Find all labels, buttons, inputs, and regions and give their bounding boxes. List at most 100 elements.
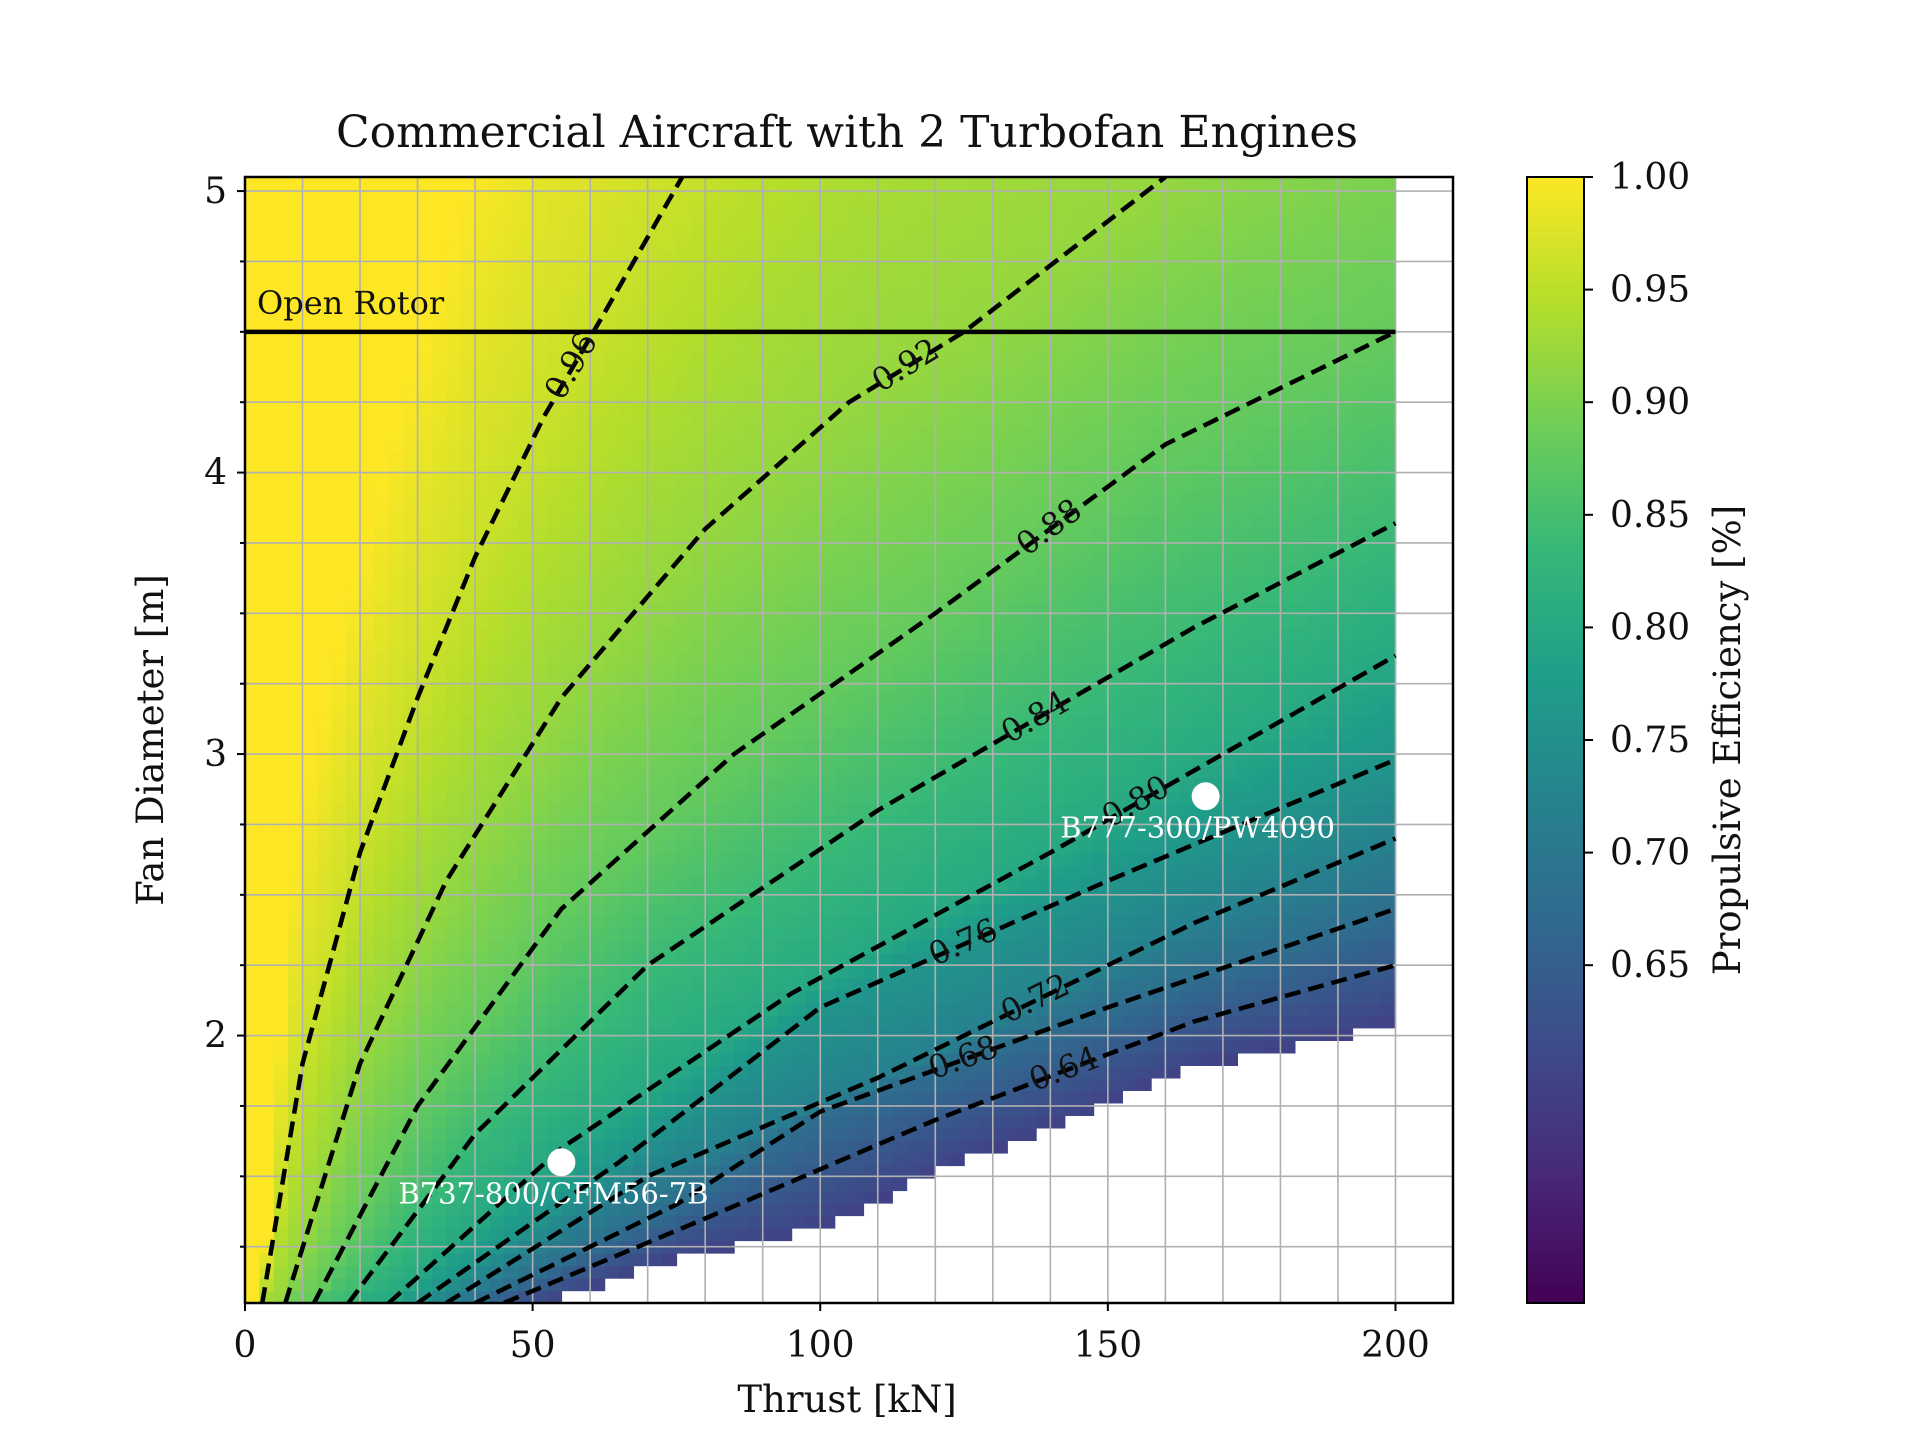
- heatmap-cell: [316, 1052, 332, 1066]
- heatmap-cell: [906, 364, 922, 378]
- heatmap-cell: [561, 1065, 577, 1079]
- heatmap-cell: [417, 715, 433, 729]
- heatmap-cell: [877, 990, 893, 1004]
- heatmap-cell: [618, 940, 634, 954]
- heatmap-cell: [302, 802, 318, 816]
- heatmap-cell: [561, 489, 577, 503]
- heatmap-cell: [834, 877, 850, 891]
- heatmap-cell: [417, 752, 433, 766]
- heatmap-cell: [302, 239, 318, 253]
- heatmap-cell: [1007, 514, 1023, 528]
- heatmap-cell: [892, 202, 908, 216]
- heatmap-cell: [475, 1052, 491, 1066]
- heatmap-cell: [259, 377, 275, 391]
- heatmap-cell: [288, 1015, 304, 1029]
- heatmap-cell: [676, 264, 692, 278]
- heatmap-cell: [604, 940, 620, 954]
- heatmap-cell: [575, 314, 591, 328]
- heatmap-cell: [906, 302, 922, 316]
- heatmap-cell: [345, 652, 361, 666]
- heatmap-cell: [935, 189, 951, 203]
- heatmap-cell: [805, 790, 821, 804]
- heatmap-cell: [949, 1090, 965, 1104]
- heatmap-cell: [561, 627, 577, 641]
- heatmap-cell: [489, 740, 505, 754]
- heatmap-cell: [331, 1140, 347, 1154]
- heatmap-cell: [920, 502, 936, 516]
- heatmap-cell: [547, 940, 563, 954]
- heatmap-cell: [906, 427, 922, 441]
- heatmap-cell: [316, 464, 332, 478]
- heatmap-cell: [561, 639, 577, 654]
- heatmap-cell: [273, 940, 289, 954]
- heatmap-cell: [590, 740, 606, 754]
- heatmap-cell: [403, 877, 419, 891]
- heatmap-cell: [820, 877, 836, 891]
- heatmap-cell: [1021, 502, 1037, 516]
- heatmap-cell: [547, 189, 563, 203]
- heatmap-cell: [978, 264, 994, 278]
- heatmap-cell: [345, 1052, 361, 1066]
- heatmap-cell: [1079, 1102, 1095, 1116]
- heatmap-cell: [877, 614, 893, 629]
- heatmap-cell: [1079, 1027, 1095, 1041]
- heatmap-cell: [316, 302, 332, 316]
- heatmap-cell: [489, 852, 505, 866]
- heatmap-cell: [662, 352, 678, 366]
- heatmap-cell: [705, 589, 721, 604]
- heatmap-cell: [719, 177, 735, 191]
- heatmap-cell: [432, 902, 448, 916]
- heatmap-cell: [1064, 202, 1080, 216]
- heatmap-cell: [374, 289, 390, 303]
- heatmap-cell: [920, 414, 936, 428]
- heatmap-cell: [475, 277, 491, 291]
- heatmap-cell: [863, 239, 879, 253]
- heatmap-cell: [964, 1002, 980, 1016]
- heatmap-cell: [834, 252, 850, 266]
- heatmap-cell: [834, 427, 850, 441]
- heatmap-cell: [561, 614, 577, 629]
- heatmap-cell: [964, 402, 980, 416]
- heatmap-cell: [245, 1202, 261, 1217]
- heatmap-cell: [734, 614, 750, 629]
- heatmap-cell: [403, 439, 419, 453]
- heatmap-cell: [791, 289, 807, 303]
- heatmap-cell: [777, 802, 793, 816]
- heatmap-cell: [302, 664, 318, 679]
- heatmap-cell: [805, 652, 821, 666]
- heatmap-cell: [316, 614, 332, 629]
- heatmap-cell: [1079, 952, 1095, 966]
- heatmap-cell: [949, 1077, 965, 1091]
- heatmap-cell: [475, 752, 491, 766]
- heatmap-cell: [863, 514, 879, 528]
- heatmap-cell: [590, 977, 606, 991]
- heatmap-cell: [374, 339, 390, 353]
- heatmap-cell: [532, 765, 548, 779]
- heatmap-cell: [532, 1177, 548, 1192]
- heatmap-cell: [575, 1278, 591, 1292]
- heatmap-cell: [302, 189, 318, 203]
- heatmap-cell: [345, 627, 361, 641]
- heatmap-cell: [547, 977, 563, 991]
- heatmap-cell: [633, 915, 649, 929]
- heatmap-cell: [705, 552, 721, 566]
- heatmap-cell: [992, 602, 1008, 616]
- heatmap-cell: [705, 940, 721, 954]
- heatmap-cell: [532, 990, 548, 1004]
- heatmap-cell: [920, 977, 936, 991]
- heatmap-cell: [935, 1002, 951, 1016]
- heatmap-cell: [316, 777, 332, 791]
- heatmap-cell: [992, 877, 1008, 891]
- heatmap-cell: [719, 1115, 735, 1129]
- heatmap-cell: [331, 289, 347, 303]
- heatmap-cell: [820, 377, 836, 391]
- heatmap-cell: [949, 852, 965, 866]
- heatmap-cell: [518, 1190, 534, 1204]
- heatmap-cell: [288, 564, 304, 578]
- heatmap-cell: [647, 352, 663, 366]
- heatmap-cell: [590, 377, 606, 391]
- heatmap-cell: [1021, 740, 1037, 754]
- heatmap-cell: [935, 827, 951, 841]
- heatmap-cell: [273, 602, 289, 616]
- heatmap-cell: [1064, 264, 1080, 278]
